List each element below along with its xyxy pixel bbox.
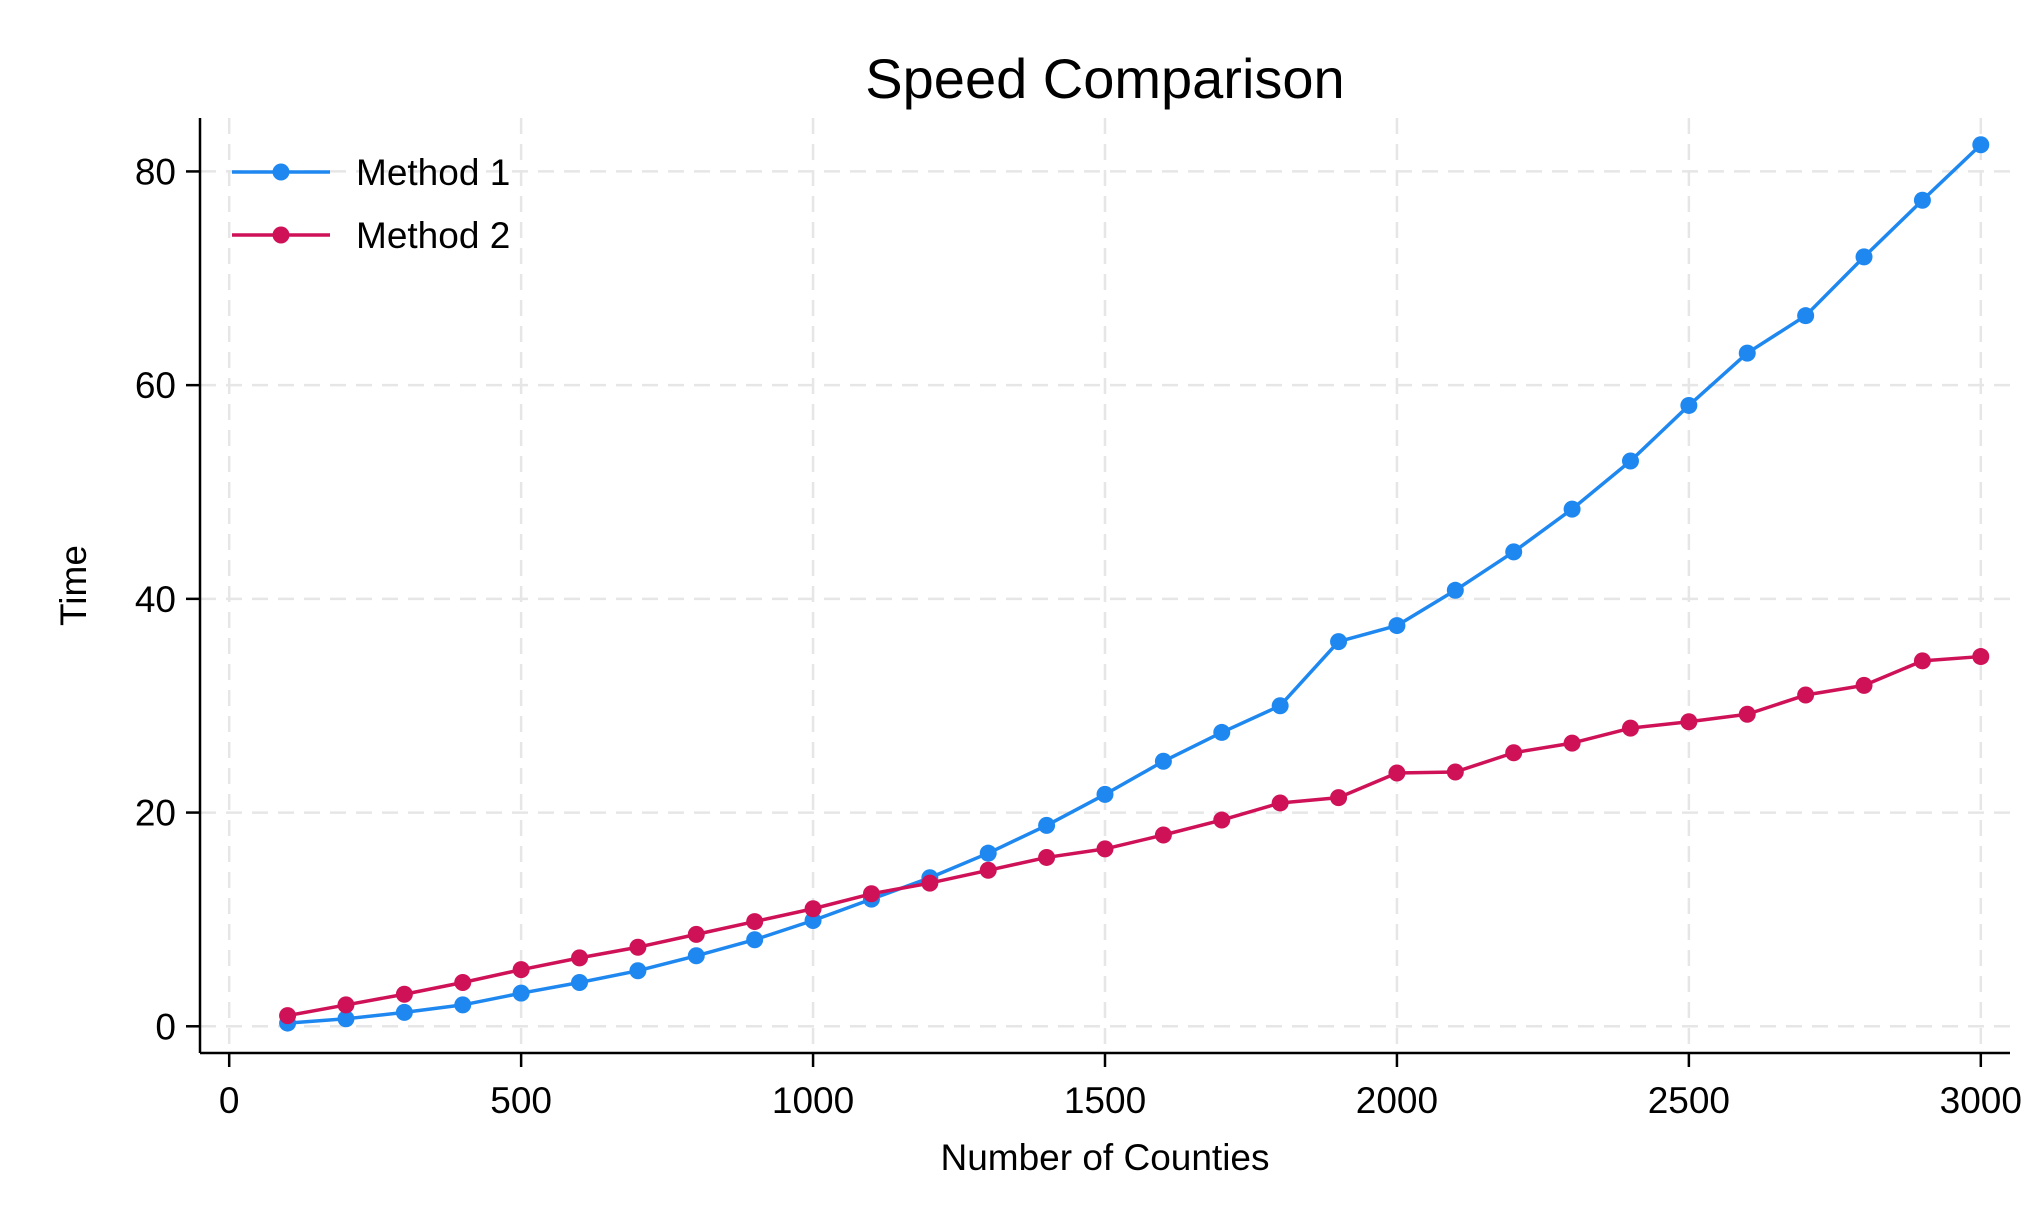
series-2-point-0: [279, 1007, 297, 1025]
y-tick-label-3: 60: [135, 365, 176, 406]
x-axis-ticks: 0 500 1000 1500 2000 2500 3000: [219, 1053, 2022, 1121]
series-2-point-14: [1096, 840, 1114, 858]
x-tick-label-1: 500: [490, 1080, 552, 1121]
legend-item-2: Method 2: [232, 215, 510, 256]
series-1-line: [287, 143, 1983, 1025]
x-tick-label-6: 3000: [1940, 1080, 2022, 1121]
y-tick-label-0: 0: [155, 1006, 176, 1047]
series-1-point-3: [454, 996, 472, 1014]
series-1-point-20: [1446, 581, 1464, 599]
y-tick-label-2: 40: [135, 579, 176, 620]
grid-lines: [200, 118, 2010, 1053]
x-tick-label-3: 1500: [1064, 1080, 1146, 1121]
series-2-point-26: [1797, 686, 1815, 704]
series-1-point-1: [337, 1010, 355, 1028]
series-1-point-4: [512, 984, 530, 1002]
series-1-point-24: [1680, 396, 1698, 414]
series-1-point-9: [804, 911, 822, 929]
series-2-point-11: [921, 874, 939, 892]
y-tick-label-4: 80: [135, 151, 176, 192]
series-2-point-3: [454, 973, 472, 991]
series-2-point-13: [1038, 848, 1056, 866]
x-tick-label-5: 2500: [1648, 1080, 1730, 1121]
series-2-point-2: [395, 985, 413, 1003]
series-2-point-15: [1154, 826, 1172, 844]
y-tick-label-1: 20: [135, 793, 176, 834]
series-2-point-29: [1972, 648, 1990, 666]
series-2-point-9: [804, 900, 822, 918]
series-1-point-26: [1797, 307, 1815, 325]
x-tick-label-0: 0: [219, 1080, 240, 1121]
x-tick-label-4: 2000: [1356, 1080, 1438, 1121]
series-1-point-14: [1096, 785, 1114, 803]
series-2-point-22: [1563, 734, 1581, 752]
series-1-point-22: [1563, 500, 1581, 518]
series-1-point-7: [687, 947, 705, 965]
series-1-point-16: [1213, 723, 1231, 741]
legend-swatch-marker: [272, 226, 290, 244]
series-1-point-23: [1621, 452, 1639, 470]
series-2-point-27: [1855, 676, 1873, 694]
series-1: [279, 136, 1990, 1032]
x-tick-label-2: 1000: [772, 1080, 854, 1121]
series-2-point-4: [512, 961, 530, 979]
series-1-point-18: [1330, 633, 1348, 651]
legend-swatch-marker: [272, 163, 290, 181]
series-1-point-28: [1913, 191, 1931, 209]
series-2-point-17: [1271, 794, 1289, 812]
series-2-point-12: [979, 861, 997, 879]
legend: Method 1 Method 2: [232, 152, 510, 256]
series-2-point-18: [1330, 789, 1348, 807]
series-2-point-16: [1213, 811, 1231, 829]
series-2-point-10: [862, 885, 880, 903]
series-2-point-20: [1446, 763, 1464, 781]
series-2-line: [287, 654, 1981, 1018]
series-2-point-28: [1913, 652, 1931, 670]
series-2-point-5: [571, 949, 589, 967]
series-1-point-15: [1154, 752, 1172, 770]
series-1-point-12: [979, 844, 997, 862]
series-2-point-19: [1388, 764, 1406, 782]
series-1-point-17: [1271, 697, 1289, 715]
x-axis-title: Number of Counties: [940, 1137, 1269, 1178]
series-2-point-23: [1621, 719, 1639, 737]
chart-title: Speed Comparison: [865, 47, 1344, 110]
series-1-point-13: [1038, 816, 1056, 834]
series-1-point-19: [1388, 617, 1406, 635]
series-1-point-6: [629, 962, 647, 980]
series-2: [279, 648, 1990, 1025]
series-2-point-7: [687, 925, 705, 943]
y-axis-title: Time: [53, 545, 94, 626]
series-1-point-27: [1855, 248, 1873, 266]
legend-label: Method 1: [356, 152, 510, 193]
series-1-point-21: [1505, 543, 1523, 561]
series-2-point-8: [746, 913, 764, 931]
series-2-point-1: [337, 996, 355, 1014]
series-2-point-21: [1505, 744, 1523, 762]
legend-label: Method 2: [356, 215, 510, 256]
series-1-point-29: [1972, 136, 1990, 154]
y-axis-ticks: 0 20 40 60 80: [135, 151, 200, 1047]
series-1-point-8: [746, 931, 764, 949]
legend-item-1: Method 1: [232, 152, 510, 193]
series-1-point-2: [395, 1003, 413, 1021]
series-2-point-6: [629, 938, 647, 956]
series-1-point-5: [571, 973, 589, 991]
series-lines: [279, 136, 1990, 1032]
series-1-point-25: [1738, 344, 1756, 362]
series-2-point-24: [1680, 713, 1698, 731]
series-2-point-25: [1738, 705, 1756, 723]
